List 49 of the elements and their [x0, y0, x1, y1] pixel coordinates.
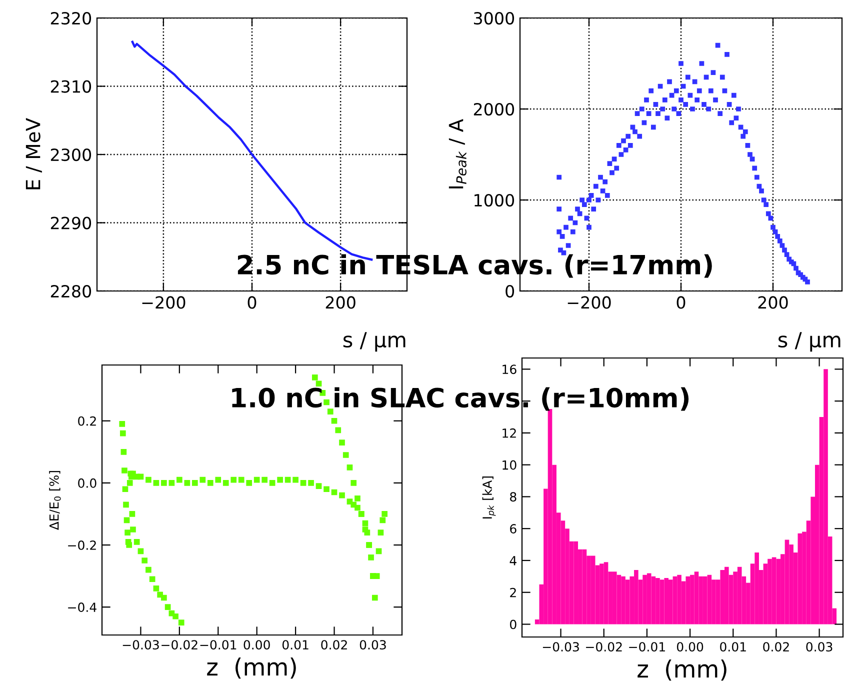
y-axis-title: E / MeV	[26, 118, 42, 190]
y-axis-title: I$_{pk}$ [kA]	[482, 476, 496, 518]
y-tick-label: 0.2	[78, 416, 96, 426]
x-tick-label: −0.01	[200, 640, 236, 650]
y-tick-label: 4	[510, 556, 516, 566]
x-tick-label: −0.01	[629, 642, 665, 652]
x-axis-title: z (mm)	[207, 658, 296, 679]
y-tick-label: 8	[510, 492, 516, 502]
x-tick-label: −0.03	[542, 642, 579, 652]
y-tick-label: 2	[510, 588, 516, 598]
x-axis-title: s / µm	[778, 332, 840, 352]
x-tick-label: −0.02	[162, 640, 198, 650]
x-tick-label: 0.03	[806, 642, 832, 652]
x-tick-label: −0.02	[586, 642, 622, 652]
y-tick-label: 2320	[50, 12, 92, 25]
y-axis-title: ΔE/E$_{0}$ [%]	[49, 471, 61, 530]
y-tick-label: 0.0	[78, 478, 96, 488]
x-tick-label: −200	[142, 296, 186, 309]
y-tick-label: 3000	[474, 12, 514, 25]
y-tick-label: 1000	[474, 194, 514, 207]
x-axis-title: s / µm	[343, 332, 406, 352]
x-tick-label: −0.03	[122, 640, 159, 650]
y-tick-label: 2000	[474, 102, 514, 116]
x-tick-label: 0.01	[282, 640, 308, 650]
y-tick-label: 2280	[50, 284, 92, 298]
x-tick-label: 0.03	[360, 640, 386, 650]
x-tick-label: 200	[758, 296, 788, 309]
x-tick-label: 0.01	[720, 642, 746, 652]
y-tick-label: −0.4	[68, 602, 96, 612]
x-tick-label: 0	[676, 296, 686, 309]
x-tick-label: −200	[568, 296, 611, 309]
y-tick-label: 0	[506, 284, 514, 298]
x-tick-label: 0.02	[763, 642, 789, 652]
x-tick-label: 0.00	[676, 642, 704, 652]
y-tick-label: 6	[510, 524, 516, 534]
y-tick-label: −0.2	[68, 540, 96, 550]
y-tick-label: 12	[502, 428, 516, 438]
x-axis-title: z (mm)	[638, 660, 726, 681]
x-tick-label: 0	[248, 296, 256, 309]
y-axis-title: I$_{Peak}$ / A	[448, 118, 466, 188]
y-tick-label: 2310	[50, 80, 92, 93]
y-tick-label: 16	[502, 364, 516, 374]
y-tick-label: 0	[510, 620, 516, 630]
y-tick-label: 2300	[50, 148, 92, 162]
y-tick-label: 10	[502, 460, 516, 470]
x-tick-label: 200	[326, 296, 356, 309]
y-tick-label: 2290	[50, 216, 92, 230]
x-tick-label: 0.00	[244, 640, 270, 650]
x-tick-label: 0.02	[321, 640, 347, 650]
